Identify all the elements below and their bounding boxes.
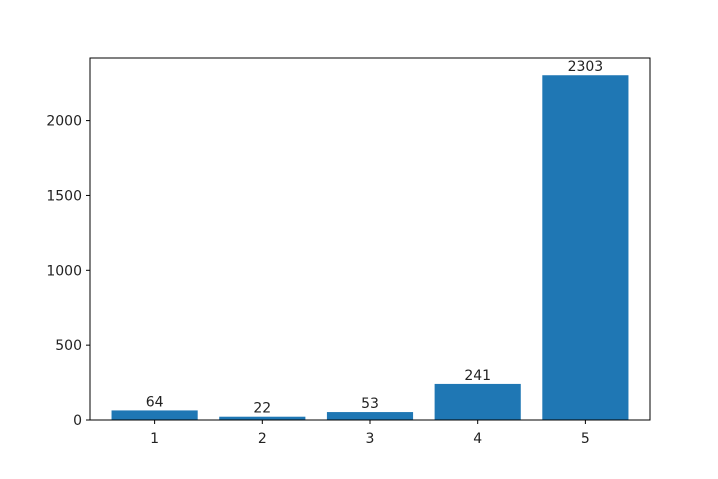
plot-frame [89, 57, 651, 421]
bar [434, 383, 521, 420]
bar [326, 412, 414, 420]
y-tick-label: 2000 [46, 114, 82, 130]
y-tick-label: 0 [73, 413, 82, 429]
x-tick-label: 4 [473, 431, 482, 447]
data-label: 53 [361, 396, 379, 412]
data-label: 64 [146, 394, 164, 410]
x-tick-label: 5 [581, 431, 590, 447]
bar [111, 410, 198, 420]
bar [542, 75, 629, 420]
data-label: 22 [253, 401, 271, 417]
bar [219, 416, 306, 420]
x-tick-label: 3 [366, 431, 375, 447]
data-label: 2303 [568, 59, 604, 75]
x-tick-label: 2 [258, 431, 267, 447]
y-tick-label: 1000 [46, 263, 82, 279]
y-tick-label: 500 [55, 338, 82, 354]
y-tick-label: 1500 [46, 188, 82, 204]
x-tick-label: 1 [150, 431, 159, 447]
data-label: 241 [464, 368, 491, 384]
